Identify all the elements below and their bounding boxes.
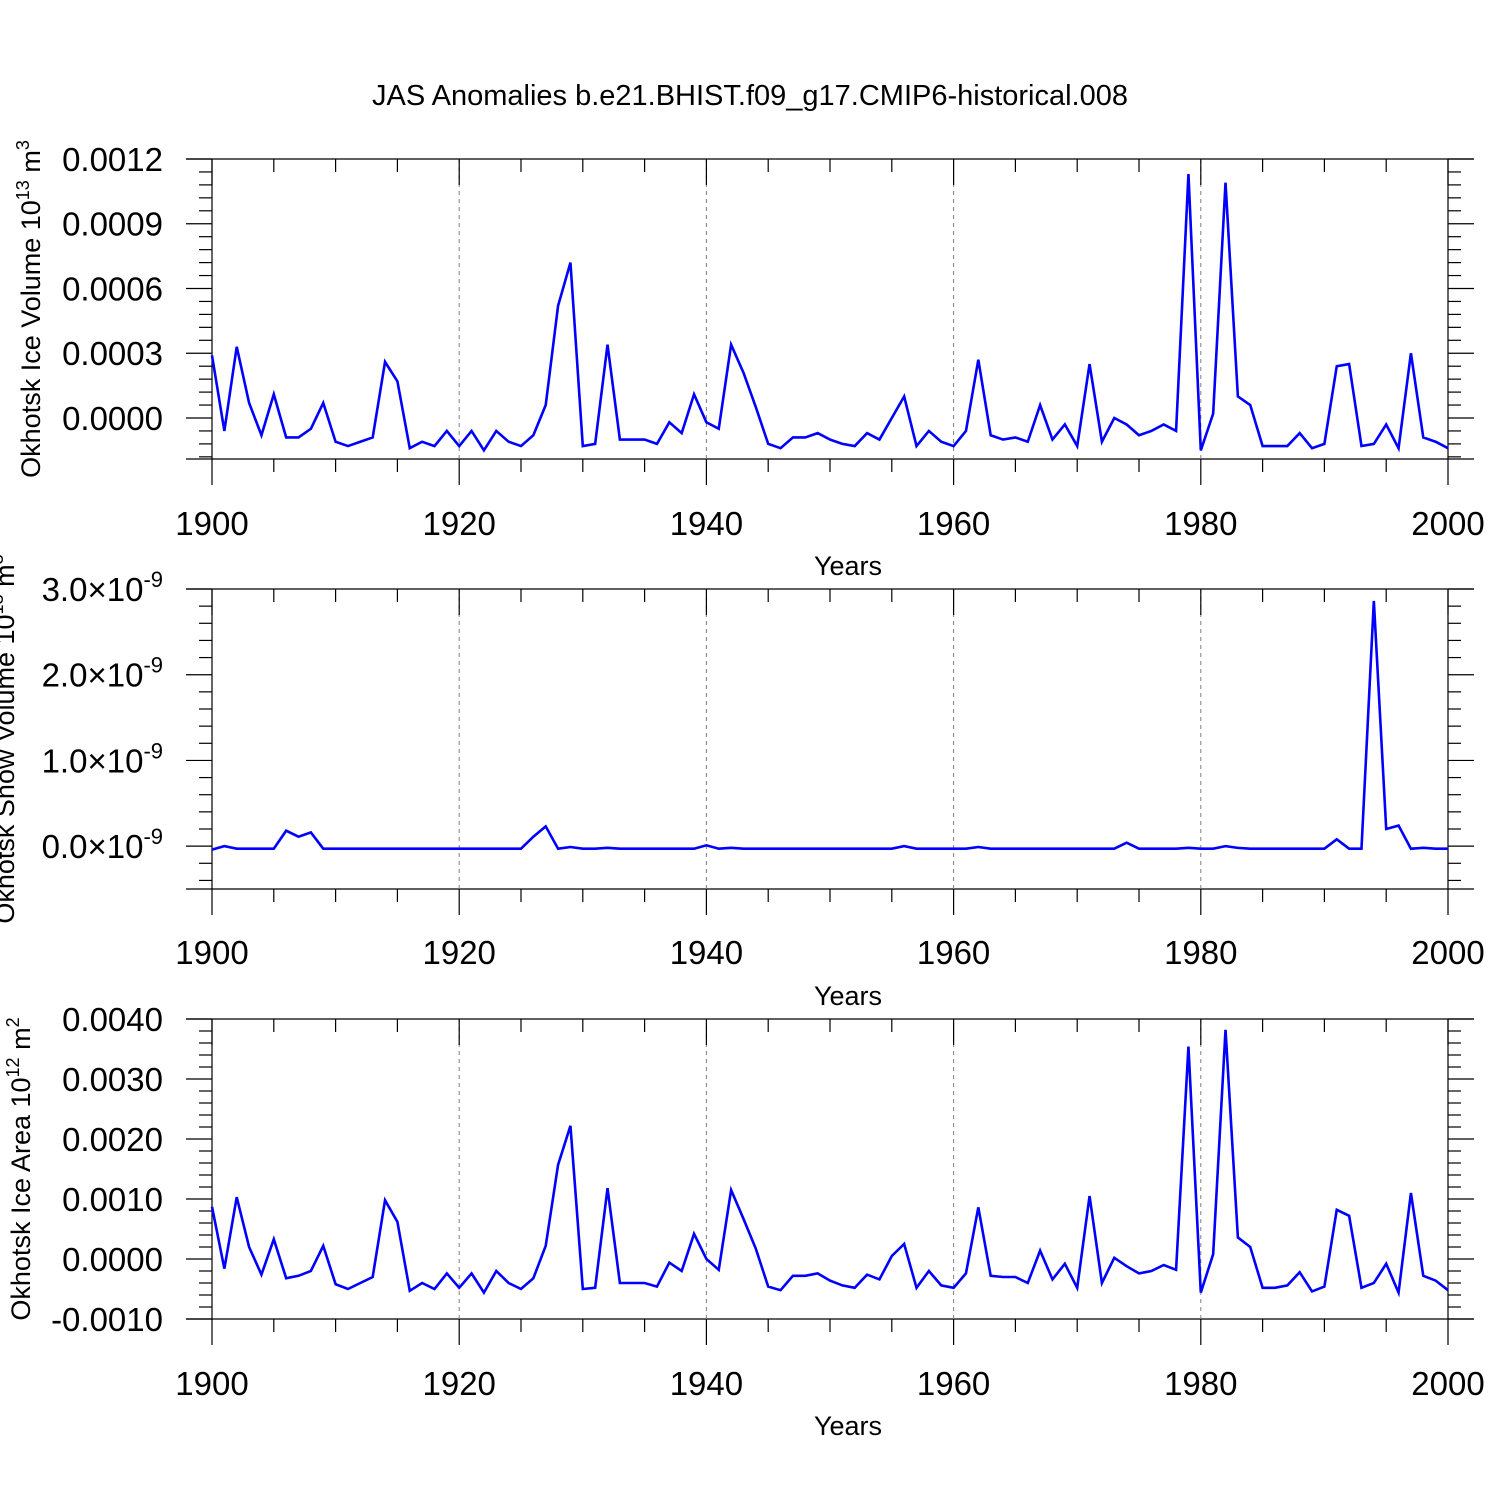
y-tick-label: 0.0040 [62,1001,163,1038]
x-tick-label: 1920 [422,934,495,971]
x-tick-label: 1980 [1164,505,1237,542]
chart-panel-3: 1900 1920 1940 1960 1980 2000 -0.0010 0.0000 0.0… [3,1001,1485,1441]
x-tick-label: 1920 [422,505,495,542]
y-tick-label: 0.0000 [62,400,163,437]
y-tick-label: 2.0×10-9 [42,653,163,694]
y-tick-label: 0.0012 [62,141,163,178]
y-tick-label: 0.0006 [62,270,163,307]
y-tick-label: 0.0020 [62,1121,163,1158]
x-tick-label: 1980 [1164,934,1237,971]
x-tick-label: 1900 [175,934,248,971]
x-tick-label: 1960 [917,505,990,542]
y-tick-label: 3.0×10-9 [42,567,163,608]
x-tick-label: 1980 [1164,1365,1237,1402]
x-tick-label: 1900 [175,1365,248,1402]
x-tick-label: 1960 [917,1365,990,1402]
x-tick-label: 1940 [670,505,743,542]
y-tick-label: 0.0003 [62,335,163,372]
chart-panel-1: 1900 1920 1940 1960 1980 2000 0.0000 0.0003 0.00… [13,140,1485,581]
y-tick-label: -0.0010 [51,1301,163,1338]
x-tick-label: 2000 [1411,505,1484,542]
y-tick-label: 0.0000 [62,1241,163,1278]
y-axis-label: Okhotsk Snow Volume 1013 m3 [0,554,20,923]
y-tick-label: 0.0010 [62,1181,163,1218]
x-tick-label: 2000 [1411,1365,1484,1402]
y-axis-label: Okhotsk Ice Volume 1013 m3 [13,140,46,478]
y-tick-label: 1.0×10-9 [42,738,163,779]
y-tick-label: 0.0×10-9 [42,824,163,865]
page-title: JAS Anomalies b.e21.BHIST.f09_g17.CMIP6-… [371,80,1128,112]
x-axis-label: Years [814,551,882,581]
series-line-1 [211,600,1448,851]
series-line-1 [210,174,1449,453]
chart-panel-2: 1900 1920 1940 1960 1980 2000 0.0×10-9 1.0×10-9… [0,554,1485,1011]
x-tick-label: 1940 [670,934,743,971]
x-tick-label: 1960 [917,934,990,971]
x-tick-label: 1900 [175,505,248,542]
x-axis-label: Years [814,1411,882,1441]
series-line-1 [210,1029,1449,1298]
y-tick-label: 0.0009 [62,206,163,243]
y-axis-label: Okhotsk Ice Area 1012 m2 [3,1017,36,1320]
x-tick-label: 2000 [1411,934,1484,971]
x-tick-label: 1920 [422,1365,495,1402]
y-tick-label: 0.0030 [62,1061,163,1098]
x-tick-label: 1940 [670,1365,743,1402]
x-axis-label: Years [814,981,882,1011]
